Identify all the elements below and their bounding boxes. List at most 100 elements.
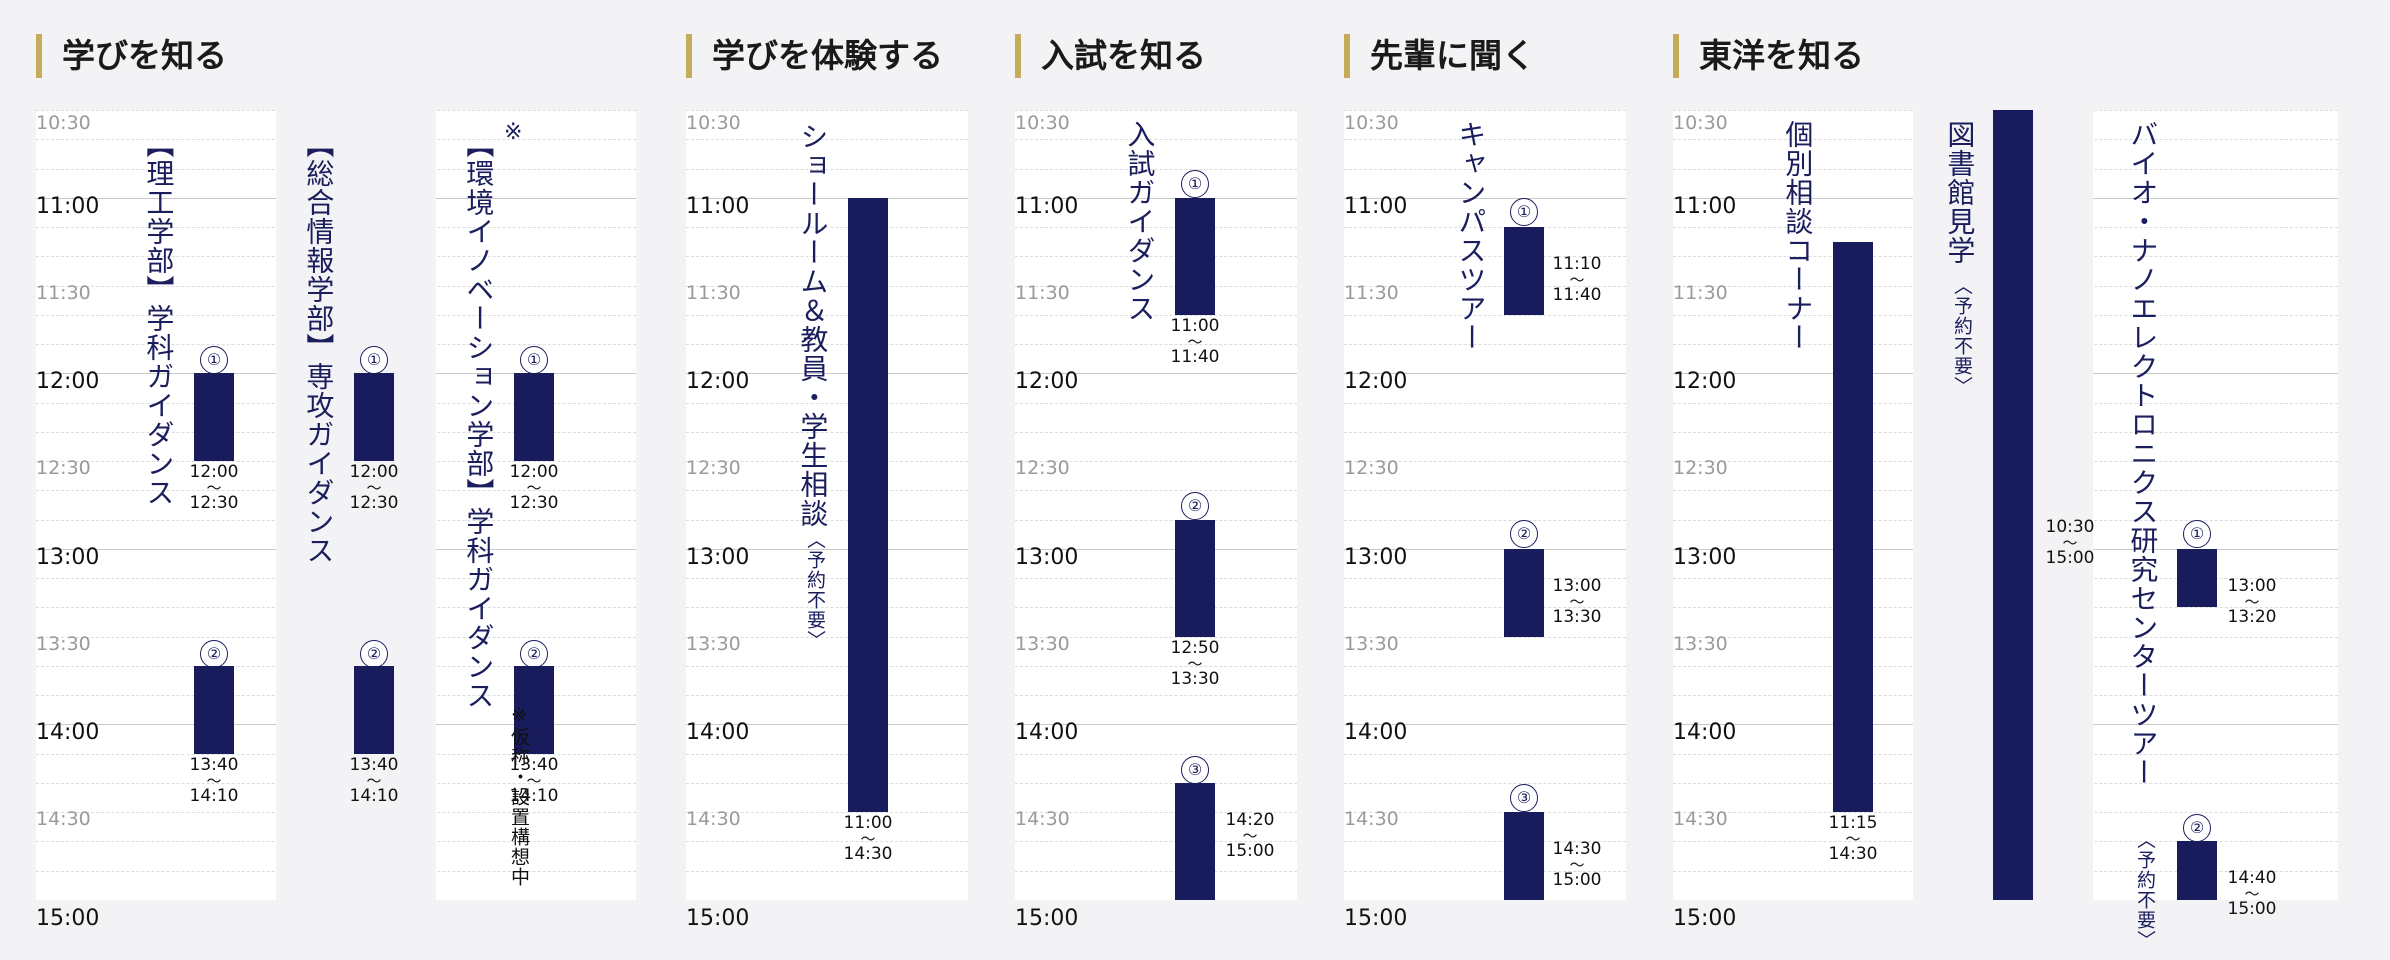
event-label: バイオ・ナノエレクトロニクス研究センターツアー: [2126, 120, 2160, 787]
time-tick-label: 13:00: [36, 544, 100, 570]
session-bar[interactable]: [514, 665, 554, 754]
event-label: 個別相談コーナー: [1781, 120, 1815, 352]
session-bar[interactable]: [1833, 241, 1873, 813]
timetable: 【理工学部】学科ガイダンス ① 12:00 〜 12:30 ② 13:40 〜 14:1…: [36, 110, 636, 931]
minor-gridline: [686, 870, 968, 872]
time-tick-label: 15:00: [1015, 906, 1079, 931]
session-bar[interactable]: [194, 665, 234, 754]
time-tick-label: 15:00: [1673, 906, 1737, 931]
minor-gridline: [1344, 870, 1626, 872]
session-bar[interactable]: [2177, 548, 2217, 608]
time-tick-label: 13:00: [1015, 544, 1079, 570]
session-bar[interactable]: [194, 373, 234, 462]
session-time: 11:15 〜 14:30: [1818, 814, 1888, 864]
time-tick-label: 11:30: [1673, 281, 1728, 304]
time-tick-label: 12:00: [686, 369, 750, 395]
time-tick-label: 14:00: [36, 720, 100, 746]
minor-gridline: [1015, 812, 1297, 814]
session-end: 12:30: [349, 493, 399, 514]
session-number: ②: [520, 640, 548, 668]
minor-gridline: [1015, 461, 1297, 463]
minor-gridline: [1015, 256, 1297, 258]
minor-gridline: [686, 168, 968, 170]
session-end: 12:30: [509, 493, 559, 514]
minor-gridline: [1344, 695, 1626, 697]
tilde: 〜: [1569, 271, 1585, 290]
section-manabi: 学びを知る 【理工学部】学科ガイダンス ① 12:00 〜 12:30 ② 13:4…: [36, 0, 636, 960]
time-tick-label: 11:30: [1344, 281, 1399, 304]
session-end: 13:30: [1170, 668, 1220, 689]
session-start: 11:15: [1828, 813, 1878, 834]
hour-gridline: [1015, 548, 1297, 550]
minor-gridline: [1015, 139, 1297, 141]
session-end: 15:00: [2227, 899, 2277, 920]
session-end: 13:20: [2227, 606, 2277, 627]
session-bar[interactable]: [1504, 548, 1544, 637]
session-end: 14:10: [189, 785, 239, 806]
minor-gridline: [686, 695, 968, 697]
tilde: 〜: [1569, 856, 1585, 875]
time-tick-label: 14:00: [686, 720, 750, 746]
hour-gridline: [1344, 548, 1626, 550]
time-tick-label: 11:30: [1015, 281, 1070, 304]
time-tick-label: 12:30: [686, 457, 741, 480]
minor-gridline: [1015, 753, 1297, 755]
tilde: 〜: [2244, 592, 2260, 611]
time-tick-label: 11:00: [1015, 193, 1079, 219]
session-end: 11:40: [1170, 346, 1220, 367]
hour-gridline: [686, 724, 968, 726]
time-tick-label: 14:30: [1344, 808, 1399, 831]
time-tick-label: 12:00: [36, 369, 100, 395]
session-start: 13:00: [1552, 575, 1602, 596]
minor-gridline: [1015, 607, 1297, 609]
session-bar[interactable]: [354, 665, 394, 754]
session-bar[interactable]: [1504, 812, 1544, 900]
time-tick-label: 13:30: [1344, 632, 1399, 655]
hour-gridline: [1344, 197, 1626, 199]
minor-gridline: [686, 344, 968, 346]
session-time: 13:00 〜 13:30: [1542, 575, 1612, 627]
event-sublabel: 〈予約不要〉: [2133, 830, 2156, 950]
hour-gridline: [1344, 373, 1626, 375]
session-bar[interactable]: [1175, 782, 1215, 900]
time-tick-label: 13:00: [686, 544, 750, 570]
minor-gridline: [1344, 636, 1626, 638]
session-time: 12:00 〜 12:30: [339, 463, 409, 513]
minor-gridline: [1344, 812, 1626, 814]
time-tick-label: 11:30: [36, 281, 91, 304]
tilde: 〜: [1187, 332, 1203, 351]
time-tick-label: 11:00: [1344, 193, 1408, 219]
tilde: 〜: [366, 479, 382, 498]
time-tick-label: 15:00: [1344, 906, 1408, 931]
session-end: 11:40: [1552, 285, 1602, 306]
session-bar[interactable]: [354, 373, 394, 462]
session-bar[interactable]: [2177, 841, 2217, 900]
session-time: 13:00 〜 13:20: [2217, 576, 2287, 627]
session-bar[interactable]: [1993, 110, 2033, 900]
session-bar[interactable]: [514, 373, 554, 462]
section-senpai: 先輩に聞く キャンパスツアー ① 11:10 〜 11:40 ② 13:00 〜 13:…: [1344, 0, 1626, 960]
session-time: 13:40 〜 14:10: [339, 754, 409, 806]
timetable: キャンパスツアー ① 11:10 〜 11:40 ② 13:00 〜 13:30 ③ 1…: [1344, 110, 1626, 931]
minor-gridline: [1015, 344, 1297, 346]
minor-gridline: [1015, 227, 1297, 229]
session-number: ①: [1510, 198, 1538, 226]
session-bar[interactable]: [848, 197, 888, 813]
session-start: 13:40: [349, 754, 399, 775]
session-bar[interactable]: [1175, 197, 1215, 315]
minor-gridline: [1015, 402, 1297, 404]
session-time: 11:10 〜 11:40: [1542, 255, 1612, 305]
time-tick-label: 14:00: [1673, 720, 1737, 746]
session-start: 10:30: [2045, 517, 2095, 538]
session-start: 12:00: [189, 462, 239, 483]
minor-gridline: [1344, 168, 1626, 170]
time-tick-label: 12:30: [1344, 457, 1399, 480]
tilde: 〜: [1845, 830, 1861, 849]
tilde: 〜: [526, 479, 542, 498]
session-bar[interactable]: [1175, 519, 1215, 637]
session-number: ②: [1181, 492, 1209, 520]
minor-gridline: [1344, 753, 1626, 755]
minor-gridline: [686, 139, 968, 141]
session-bar[interactable]: [1504, 227, 1544, 315]
tilde: 〜: [366, 771, 382, 790]
